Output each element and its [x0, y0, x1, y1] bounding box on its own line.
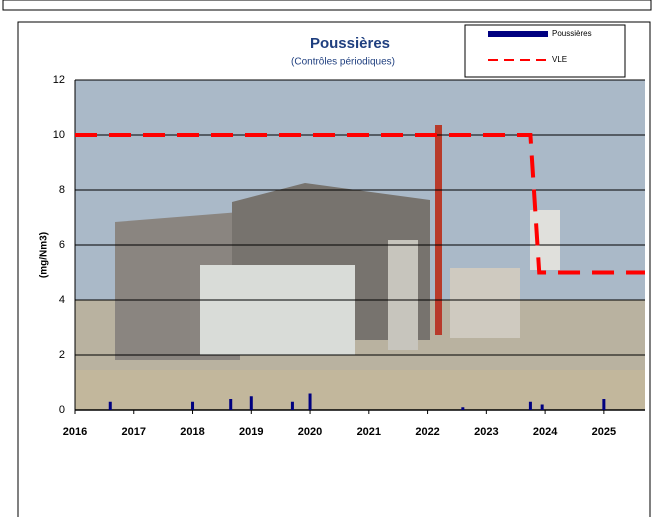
x-tick-label: 2020: [298, 426, 322, 438]
bar: [308, 393, 312, 410]
legend-label: VLE: [552, 55, 567, 64]
y-tick-label: 2: [59, 349, 65, 361]
x-tick-label: 2017: [122, 426, 146, 438]
x-tick-label: 2025: [592, 426, 616, 438]
bar: [249, 396, 253, 410]
legend-swatch: [488, 31, 548, 37]
bar: [191, 401, 195, 410]
bar: [540, 404, 544, 410]
bar: [461, 407, 465, 410]
legend-label: Poussières: [552, 29, 592, 38]
x-tick-label: 2022: [415, 426, 439, 438]
bar: [602, 399, 606, 410]
line: [75, 133, 645, 275]
y-tick-label: 10: [53, 129, 65, 141]
bar: [290, 401, 294, 410]
chart-frame: [17, 21, 651, 517]
x-tick-label: 2023: [474, 426, 498, 438]
chart-subtitle: (Contrôles périodiques): [291, 57, 395, 68]
chart-title: Poussières: [310, 35, 390, 52]
y-axis-label: (mg/Nm3): [39, 232, 50, 278]
bar: [528, 401, 532, 410]
x-tick-label: 2024: [533, 426, 558, 438]
bar: [108, 401, 112, 410]
y-tick-label: 4: [59, 294, 65, 306]
y-tick-label: 0: [59, 404, 65, 416]
y-tick-label: 6: [59, 239, 65, 251]
x-tick-label: 2021: [357, 426, 381, 438]
y-tick-label: 8: [59, 184, 65, 196]
bar: [229, 399, 233, 410]
x-tick-label: 2019: [239, 426, 263, 438]
x-tick-label: 2018: [180, 426, 204, 438]
y-tick-label: 12: [53, 74, 65, 86]
x-tick-label: 2016: [63, 426, 87, 438]
frame-top: [2, 0, 652, 11]
